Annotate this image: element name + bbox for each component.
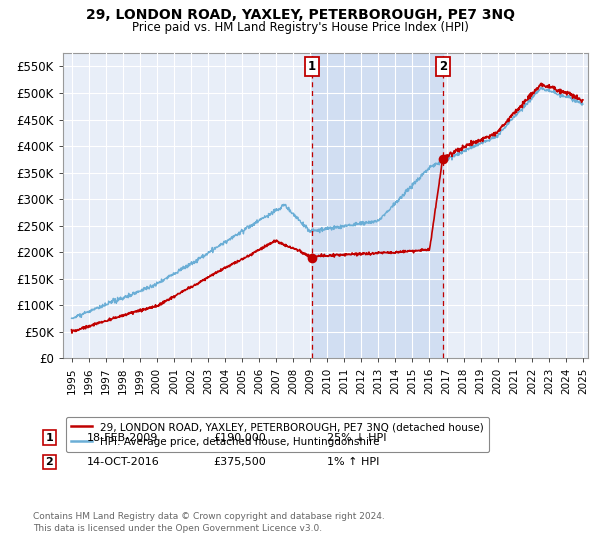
Text: 25% ↓ HPI: 25% ↓ HPI — [327, 433, 386, 443]
Text: 1: 1 — [308, 60, 316, 73]
Text: 2: 2 — [439, 60, 447, 73]
Text: Price paid vs. HM Land Registry's House Price Index (HPI): Price paid vs. HM Land Registry's House … — [131, 21, 469, 34]
Text: £375,500: £375,500 — [213, 457, 266, 467]
Bar — [312, 53, 443, 358]
Text: £190,000: £190,000 — [213, 433, 266, 443]
Text: 29, LONDON ROAD, YAXLEY, PETERBOROUGH, PE7 3NQ: 29, LONDON ROAD, YAXLEY, PETERBOROUGH, P… — [86, 8, 515, 22]
Text: 2: 2 — [46, 457, 53, 467]
Legend: 29, LONDON ROAD, YAXLEY, PETERBOROUGH, PE7 3NQ (detached house), HPI: Average pr: 29, LONDON ROAD, YAXLEY, PETERBOROUGH, P… — [65, 417, 489, 452]
Text: Contains HM Land Registry data © Crown copyright and database right 2024.
This d: Contains HM Land Registry data © Crown c… — [33, 512, 385, 533]
Text: 1% ↑ HPI: 1% ↑ HPI — [327, 457, 379, 467]
Text: 1: 1 — [46, 433, 53, 443]
Text: 18-FEB-2009: 18-FEB-2009 — [87, 433, 158, 443]
Text: 14-OCT-2016: 14-OCT-2016 — [87, 457, 160, 467]
